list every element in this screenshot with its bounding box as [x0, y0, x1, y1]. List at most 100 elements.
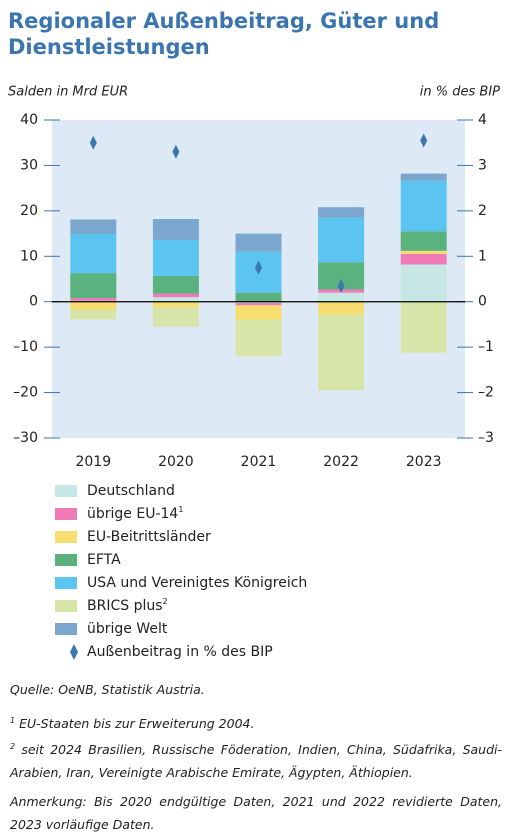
bar-segment [318, 217, 365, 263]
source: Quelle: OeNB, Statistik Austria. [10, 682, 205, 697]
y-tick-label: –20 [13, 385, 38, 401]
y2-tick-label: –2 [478, 385, 494, 401]
footnote: 1 EU-Staaten bis zur Erweiterung 2004. [10, 709, 502, 735]
y-tick-label: 40 [20, 112, 38, 128]
chart-title: Dienstleistungen [8, 35, 210, 59]
legend-label: USA und Vereinigtes Königreich [87, 575, 307, 591]
footnote-marker: 1 [10, 716, 16, 725]
bar-segment [235, 303, 282, 306]
bar-segment [400, 250, 447, 255]
bar-segment [70, 273, 117, 299]
y-axis-label: Salden in Mrd EUR [8, 85, 128, 100]
diamond-marker [89, 135, 97, 150]
bar-segment [152, 307, 199, 327]
legend-swatch [55, 485, 77, 497]
y2-tick-label: –1 [478, 339, 494, 355]
bar-segment [235, 319, 282, 357]
legend-swatch [55, 600, 77, 612]
bar-segment [152, 275, 199, 294]
y-tick-label: 20 [20, 203, 38, 219]
legend-item: EFTA [55, 552, 121, 568]
x-tick-label: 2020 [158, 454, 194, 470]
bar-segment [400, 264, 447, 302]
y2-tick-label: 4 [478, 112, 487, 128]
legend-swatch [55, 554, 77, 566]
legend-swatch [55, 623, 77, 635]
legend-label: EU-Beitrittsländer [87, 529, 211, 545]
bar-segment [70, 309, 117, 320]
bar-segment [235, 233, 282, 252]
legend-name: USA und Vereinigtes Königreich [87, 575, 307, 591]
x-tick-label: 2023 [406, 454, 442, 470]
legend-note: 2 [163, 597, 168, 606]
bar-segment [318, 314, 365, 391]
remark: Anmerkung: Bis 2020 endgültige Daten, 20… [10, 794, 502, 833]
x-tick-label: 2022 [323, 454, 359, 470]
y2-axis-label: in % des BIP [420, 85, 500, 100]
legend-item: USA und Vereinigtes Königreich [55, 575, 307, 591]
bar-segment [400, 173, 447, 181]
y-tick-label: 10 [20, 248, 38, 264]
bar-segment [400, 254, 447, 265]
bar-segment [70, 298, 117, 301]
legend-swatch [70, 644, 78, 660]
diamond-marker [255, 260, 262, 275]
y2-tick-label: 3 [478, 157, 487, 173]
chart: Regionaler Außenbeitrag, Güter und Diens… [8, 9, 500, 660]
bar-segment [318, 207, 365, 218]
legend-name: Deutschland [87, 483, 175, 499]
bar-segment [70, 301, 117, 310]
diamond-marker [337, 278, 345, 293]
legend-name: BRICS plus [87, 598, 163, 614]
bar-segment [152, 293, 199, 298]
bar-segment [235, 292, 282, 302]
bar-segment [70, 234, 117, 274]
legend-name: übrige EU-14 [87, 506, 178, 522]
x-tick-label: 2019 [75, 454, 111, 470]
y2-tick-label: –3 [478, 430, 494, 446]
legend-swatch [55, 577, 77, 589]
legend-item: BRICS plus2 [55, 597, 168, 615]
legend-label: BRICS plus2 [87, 597, 168, 615]
legend-swatch [55, 531, 77, 543]
footnote-text: seit 2024 Brasilien, Russische Föderatio… [10, 742, 502, 781]
legend-item: Deutschland [55, 483, 175, 499]
bar-segment [400, 301, 447, 353]
bar-segment [318, 292, 365, 302]
legend-label: übrige Welt [87, 621, 168, 637]
bar-segment [152, 297, 199, 302]
chart-title: Regionaler Außenbeitrag, Güter und [8, 9, 439, 33]
footnote-marker: 2 [10, 742, 16, 752]
footnote-text: EU-Staaten bis zur Erweiterung 2004. [19, 716, 255, 732]
bar-segment [152, 219, 199, 240]
legend-item: übrige Welt [55, 621, 168, 637]
legend-label: Außenbeitrag in % des BIP [87, 644, 273, 660]
legend-item: Außenbeitrag in % des BIP [70, 644, 273, 660]
legend-label: übrige EU-141 [87, 505, 183, 523]
footnote: 2 seit 2024 Brasilien, Russische Föderat… [10, 735, 502, 784]
legend-label: Deutschland [87, 483, 175, 499]
legend-name: EFTA [87, 552, 121, 568]
y2-tick-label: 2 [478, 203, 487, 219]
y-tick-label: 0 [29, 294, 38, 310]
legend-item: übrige EU-141 [55, 505, 183, 523]
notes: Quelle: OeNB, Statistik Austria. 1 EU-St… [10, 678, 502, 836]
y-tick-label: –10 [13, 339, 38, 355]
legend-swatch [55, 508, 77, 520]
y-tick-label: –30 [13, 430, 38, 446]
legend-label: EFTA [87, 552, 121, 568]
legend-item: EU-Beitrittsländer [55, 529, 211, 545]
bar-segment [70, 219, 117, 235]
y2-tick-label: 1 [478, 248, 487, 264]
bar-segment [400, 231, 447, 251]
diamond-marker [420, 133, 428, 148]
legend-name: übrige Welt [87, 621, 168, 637]
x-tick-label: 2021 [241, 454, 277, 470]
bar-segment [152, 301, 199, 308]
legend-note: 1 [178, 505, 183, 514]
bar-segment [235, 301, 282, 304]
bar-segment [318, 301, 365, 315]
bar-segment [235, 305, 282, 320]
legend-name: EU-Beitrittsländer [87, 529, 211, 545]
